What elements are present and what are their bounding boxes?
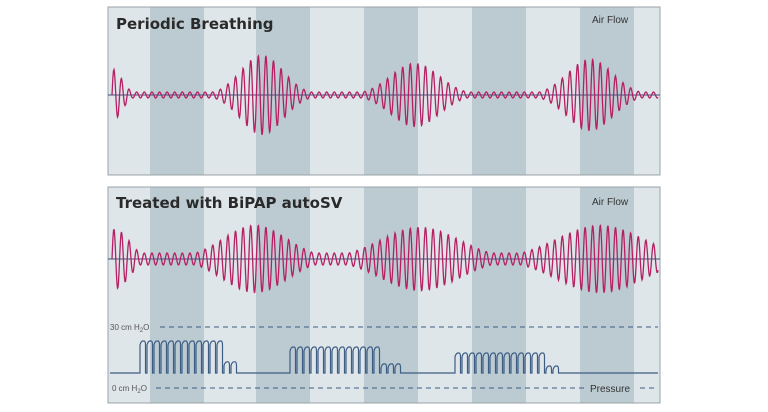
pressure-label: Pressure <box>590 384 630 395</box>
background-stripe <box>310 7 364 175</box>
top-panel: Periodic Breathing Air Flow <box>107 6 661 176</box>
background-stripe <box>150 7 204 175</box>
top-airflow-trace <box>111 54 659 136</box>
bottom-airflow-trace <box>111 224 659 294</box>
background-stripe <box>580 187 634 403</box>
background-stripe <box>364 7 418 175</box>
pressure-low-label: 0 cm H2O <box>112 384 147 395</box>
bottom-panel-title: Treated with BiPAP autoSV <box>116 194 343 212</box>
bottom-panel: Treated with BiPAP autoSV Air Flow Press… <box>107 186 661 404</box>
pressure-trace <box>110 340 658 374</box>
pressure-high-label: 30 cm H2O <box>110 323 149 334</box>
background-stripe <box>418 187 472 403</box>
top-panel-title: Periodic Breathing <box>116 15 274 33</box>
bottom-airflow-label: Air Flow <box>592 197 629 208</box>
background-stripe <box>108 187 150 403</box>
top-airflow-label: Air Flow <box>592 15 629 26</box>
background-stripe <box>580 7 634 175</box>
top-panel-border <box>107 6 661 176</box>
background-stripe <box>526 187 580 403</box>
background-stripe <box>256 187 310 403</box>
bottom-panel-background <box>108 187 660 403</box>
background-stripe <box>634 187 660 403</box>
background-stripe <box>472 7 526 175</box>
bottom-panel-border <box>107 186 661 404</box>
